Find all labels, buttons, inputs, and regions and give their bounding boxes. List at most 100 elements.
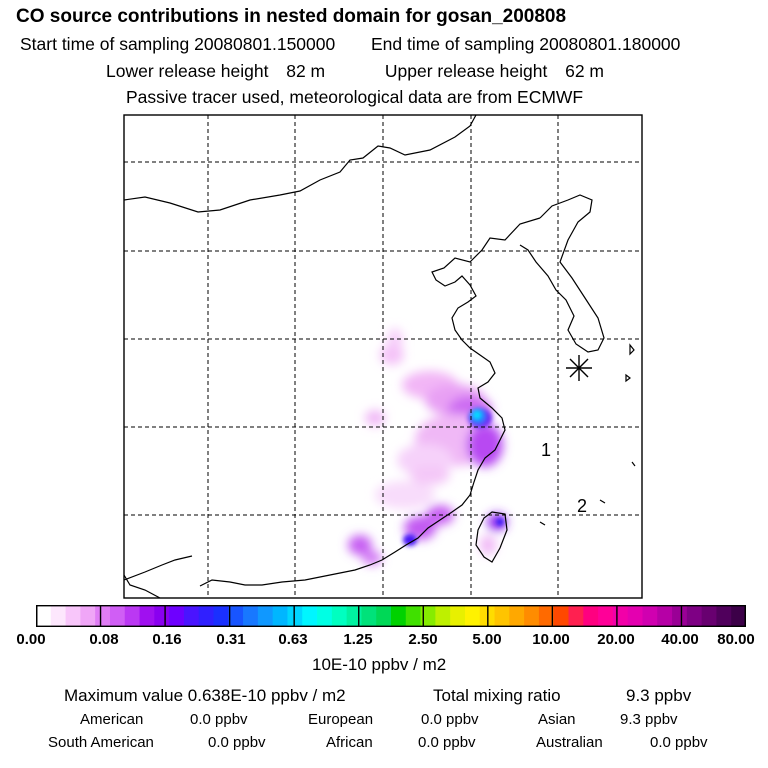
- end-value: 20080801.180000: [539, 34, 681, 54]
- colorbar-segment: [405, 605, 421, 627]
- island: [625, 373, 631, 383]
- max-value-row: Maximum value 0.638E-10 ppbv / m2: [64, 686, 346, 706]
- colorbar-segment: [50, 605, 66, 627]
- colorbar-segment: [420, 605, 436, 627]
- colorbar-segment: [450, 605, 466, 627]
- sampling-times: Start time of sampling 20080801.150000 E…: [20, 34, 680, 55]
- sw-border: [124, 555, 193, 581]
- colorbar-segment: [672, 605, 688, 627]
- colorbar-segment: [80, 605, 96, 627]
- colorbar-tick: 1.25: [343, 631, 373, 648]
- colorbar-segment: [731, 605, 746, 627]
- island: [631, 461, 636, 467]
- colorbar-segment: [361, 605, 377, 627]
- upper-label: Upper release height: [384, 61, 548, 81]
- concentration-plume: [348, 328, 507, 565]
- colorbar-segment: [213, 605, 229, 627]
- region-name: Australian: [536, 734, 603, 751]
- lower-value: 82 m: [286, 61, 326, 81]
- china-coast: [199, 217, 541, 587]
- colorbar-segment: [642, 605, 658, 627]
- colorbar-tick: 80.00: [717, 631, 755, 648]
- upper-value: 62 m: [565, 61, 604, 81]
- release-point-marker: [566, 355, 592, 381]
- region-value: 0.0 ppbv: [190, 711, 248, 728]
- colorbar-segment: [36, 605, 52, 627]
- colorbar-tick: 40.00: [661, 631, 699, 648]
- map-title: CO source contributions in nested domain…: [16, 6, 567, 27]
- colorbar-tick: 0.31: [216, 631, 246, 648]
- region-name: European: [308, 711, 374, 728]
- colorbar-segment: [346, 605, 362, 627]
- colorbar: [36, 605, 746, 627]
- region-name: South American: [48, 734, 154, 751]
- colorbar-units: 10E-10 ppbv / m2: [312, 655, 447, 674]
- colorbar-segment: [287, 605, 303, 627]
- colorbar-segment: [95, 605, 111, 627]
- island: [539, 521, 546, 526]
- colorbar-segment: [583, 605, 599, 627]
- taiwan: [475, 511, 508, 563]
- colorbar-segment: [686, 605, 703, 627]
- region-name: Asian: [538, 711, 576, 728]
- plume-core: [403, 408, 504, 546]
- colorbar-segment: [183, 605, 200, 627]
- sw-border-2: [124, 574, 161, 598]
- colorbar-segment: [391, 605, 407, 627]
- colorbar-tick: 5.00: [472, 631, 502, 648]
- colorbar-tick: 0.00: [16, 631, 46, 648]
- colorbar-segment: [317, 605, 333, 627]
- colorbar-segment: [139, 605, 155, 627]
- colorbar-segment: [716, 605, 732, 627]
- colorbar-segment: [109, 605, 126, 627]
- region-value: 0.0 ppbv: [650, 734, 708, 751]
- total-label: Total mixing ratio: [433, 686, 561, 705]
- map-contents: 1 2: [124, 115, 642, 598]
- colorbar-segment: [627, 605, 643, 627]
- region-value: 0.0 ppbv: [421, 711, 479, 728]
- colorbar-segment: [701, 605, 717, 627]
- colorbar-segment: [65, 605, 81, 627]
- map-label-1: 1: [541, 440, 551, 460]
- colorbar-segment: [228, 605, 244, 627]
- colorbar-segment: [568, 605, 584, 627]
- colorbar-segment: [435, 605, 451, 627]
- map-label-2: 2: [577, 496, 587, 516]
- total-value: 9.3 ppbv: [626, 686, 692, 705]
- region-value: 0.0 ppbv: [418, 734, 476, 751]
- coastlines: [124, 115, 636, 598]
- colorbar-tick: 0.08: [89, 631, 119, 648]
- colorbar-segment: [538, 605, 555, 627]
- colorbar-segment: [464, 605, 481, 627]
- colorbar-segment: [509, 605, 525, 627]
- colorbar-segment: [612, 605, 629, 627]
- release-heights: Lower release height 82 m Upper release …: [106, 61, 604, 82]
- colorbar-segment: [524, 605, 540, 627]
- end-label: End time of sampling: [370, 34, 535, 54]
- colorbar-border: [36, 605, 746, 627]
- max-label: Maximum value: [64, 686, 184, 705]
- island: [629, 343, 635, 356]
- tracer-note: Passive tracer used, meteorological data…: [126, 87, 584, 107]
- region-value: 0.0 ppbv: [208, 734, 266, 751]
- colorbar-segment: [169, 605, 185, 627]
- colorbar-segment: [198, 605, 214, 627]
- colorbar-segment: [302, 605, 318, 627]
- colorbar-segment: [376, 605, 392, 627]
- region-name: African: [326, 734, 373, 751]
- northern-border: [124, 115, 477, 213]
- colorbar-segment: [154, 605, 170, 627]
- colorbar-segment: [598, 605, 614, 627]
- colorbar-tick: 0.63: [278, 631, 308, 648]
- colorbar-segment: [243, 605, 259, 627]
- lat-lon-grid: [124, 115, 642, 598]
- colorbar-segment: [494, 605, 510, 627]
- region-name: American: [80, 711, 144, 728]
- start-value: 20080801.150000: [194, 34, 336, 54]
- colorbar-tick: 2.50: [408, 631, 438, 648]
- max-value: 0.638E-10 ppbv / m2: [187, 686, 346, 705]
- lower-label: Lower release height: [106, 61, 269, 81]
- colorbar-tick: 0.16: [152, 631, 182, 648]
- colorbar-segment: [553, 605, 569, 627]
